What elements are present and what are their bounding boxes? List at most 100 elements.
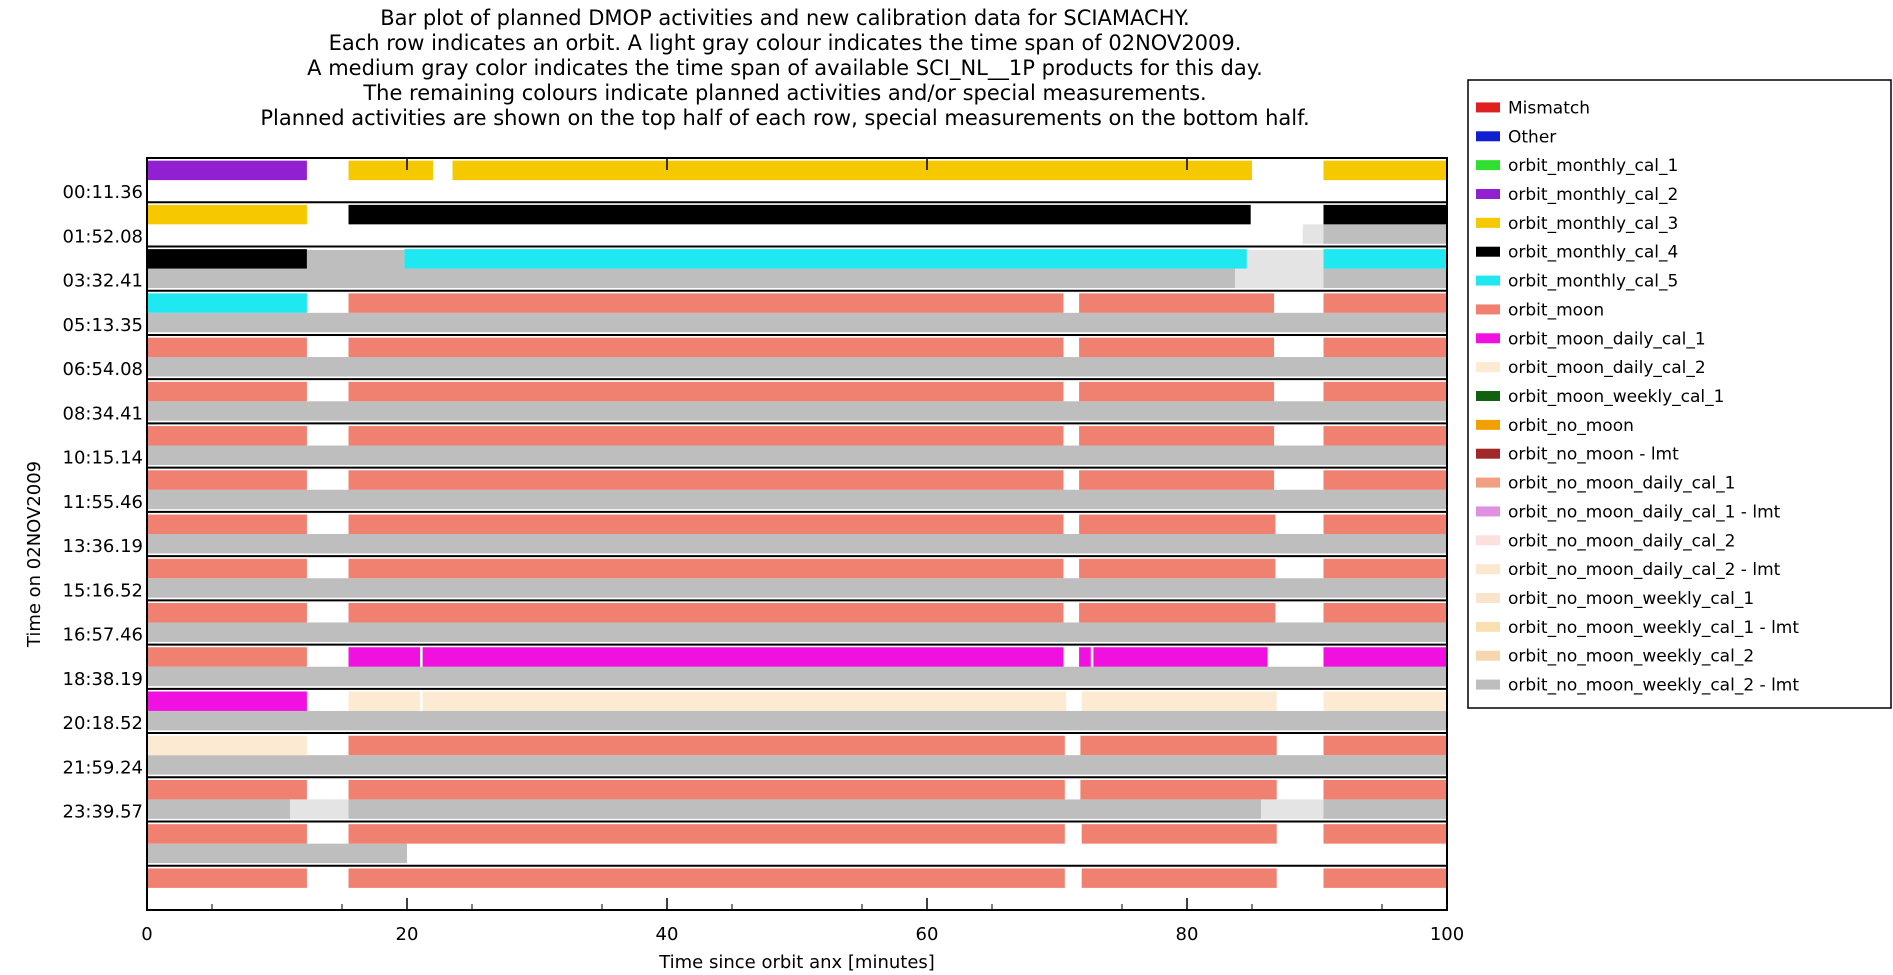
legend-swatch	[1476, 246, 1500, 257]
legend-label: orbit_moon_daily_cal_2	[1508, 358, 1706, 378]
legend-label: Mismatch	[1508, 98, 1590, 118]
y-tick-label: 23:39.57	[63, 802, 144, 823]
legend-swatch	[1476, 189, 1500, 199]
activity-bar	[147, 824, 307, 844]
title-line: Each row indicates an orbit. A light gra…	[328, 31, 1242, 55]
legend-swatch	[1476, 679, 1500, 690]
activity-bar	[348, 603, 1064, 623]
activity-bar	[1323, 381, 1447, 402]
legend-label: orbit_no_moon_weekly_cal_2 - lmt	[1508, 676, 1799, 696]
legend-swatch	[1476, 419, 1500, 430]
legend-swatch	[1476, 621, 1500, 632]
measurement-bar	[147, 578, 1447, 598]
activity-bar	[348, 558, 1064, 579]
y-tick-label: 20:18.52	[63, 713, 144, 734]
y-tick-label: 11:55.46	[63, 492, 144, 513]
plot-border	[146, 157, 1448, 911]
legend-swatch	[1476, 275, 1500, 286]
legend-label: orbit_moon	[1508, 300, 1604, 320]
activity-bar	[1079, 470, 1275, 490]
activity-bar	[147, 160, 307, 181]
measurement-bar	[1323, 224, 1447, 244]
activity-bar	[147, 337, 307, 358]
activity-bar	[1081, 824, 1277, 844]
title-line: Planned activities are shown on the top …	[260, 106, 1310, 130]
activity-bar	[1079, 426, 1275, 446]
legend-label: orbit_moon_daily_cal_1	[1508, 329, 1706, 349]
measurement-bar	[147, 666, 1447, 687]
activity-bar	[147, 603, 307, 623]
activity-bar	[452, 160, 1252, 181]
legend-swatch	[1476, 535, 1500, 546]
legend-label: orbit_no_moon_daily_cal_2	[1508, 531, 1735, 551]
title-line: Bar plot of planned DMOP activities and …	[380, 6, 1190, 30]
measurement-bar	[348, 799, 1262, 819]
legend-box	[1467, 79, 1892, 709]
activity-bar	[147, 426, 307, 446]
activity-bar	[348, 691, 420, 711]
activity-bar	[1079, 381, 1275, 402]
activity-bar	[147, 868, 307, 888]
activity-bar	[1081, 691, 1277, 711]
activity-bar	[147, 293, 307, 313]
measurement-bar	[290, 799, 349, 819]
measurement-bar	[147, 445, 1447, 465]
activity-bar	[1323, 293, 1447, 313]
activity-bar	[1079, 293, 1275, 313]
legend-swatch	[1476, 217, 1500, 228]
activity-bar	[147, 558, 307, 579]
activity-bar	[404, 249, 1247, 269]
measurement-bar	[1235, 268, 1324, 289]
activity-bar	[147, 647, 307, 667]
activity-bar	[1323, 647, 1447, 667]
y-tick-label: 15:16.52	[63, 580, 144, 601]
activity-bar	[1323, 204, 1447, 225]
measurement-bar	[147, 401, 1447, 421]
y-tick-label: 06:54.08	[63, 359, 144, 380]
legend-swatch	[1476, 477, 1500, 488]
activity-bar	[1079, 558, 1276, 579]
legend-label: orbit_moon_weekly_cal_1	[1508, 387, 1724, 407]
measurement-bar	[147, 622, 1447, 642]
x-tick-label: 40	[656, 924, 679, 945]
legend-swatch	[1476, 333, 1500, 344]
y-tick-label: 18:38.19	[63, 669, 144, 690]
chart-title: Bar plot of planned DMOP activities and …	[120, 6, 1450, 131]
x-tick-label: 0	[141, 924, 152, 945]
activity-bar	[1079, 603, 1276, 623]
x-tick-label: 60	[916, 924, 939, 945]
y-tick-label: 03:32.41	[63, 271, 144, 292]
legend: Mismatch Other orbit_monthly_cal_1 orbit_mo…	[1467, 79, 1892, 709]
activity-bar	[1323, 249, 1447, 269]
legend-label: orbit_monthly_cal_5	[1508, 272, 1678, 292]
legend-label: orbit_monthly_cal_4	[1508, 243, 1678, 263]
x-tick-label: 100	[1430, 924, 1464, 945]
activity-bar	[348, 470, 1064, 490]
bars-layer	[147, 160, 1447, 888]
activity-bar	[348, 647, 420, 667]
activity-bar	[1323, 779, 1447, 800]
legend-label: orbit_no_moon_daily_cal_1 - lmt	[1508, 502, 1781, 522]
legend-swatch	[1476, 391, 1500, 401]
measurement-bar	[147, 312, 1447, 333]
measurement-bar	[147, 489, 1447, 510]
activity-bar	[1323, 160, 1447, 181]
measurement-bar	[147, 357, 1447, 377]
activity-bar	[348, 160, 433, 181]
y-tick-label: 05:13.35	[63, 315, 144, 336]
legend-swatch	[1476, 102, 1500, 113]
activity-bar	[1080, 735, 1277, 756]
activity-bar	[1079, 514, 1276, 534]
legend-swatch	[1476, 650, 1500, 661]
legend-label: Other	[1508, 127, 1556, 147]
activity-bar	[348, 426, 1064, 446]
activity-bar	[1323, 426, 1447, 446]
legend-label: orbit_no_moon_weekly_cal_2	[1508, 647, 1754, 667]
activity-bar	[147, 470, 307, 490]
y-tick-label: 21:59.24	[63, 757, 144, 778]
legend-label: orbit_no_moon_weekly_cal_1	[1508, 589, 1754, 609]
activity-bar	[147, 691, 307, 711]
measurement-bar	[1323, 268, 1447, 289]
activity-bar	[147, 381, 307, 402]
